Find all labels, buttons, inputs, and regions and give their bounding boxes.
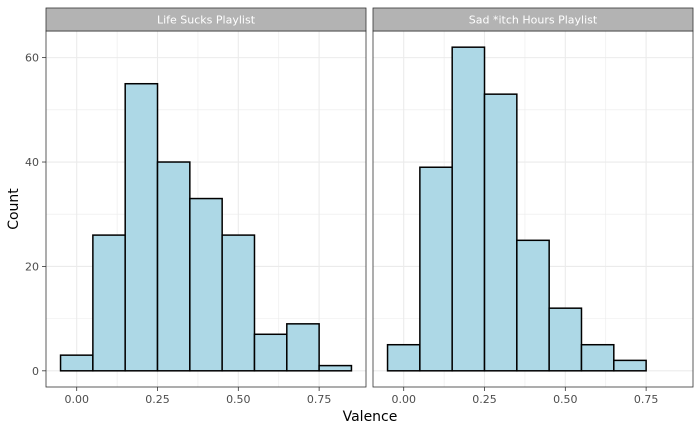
histogram-bar: [156, 161, 191, 372]
histogram-bar: [253, 333, 288, 372]
histogram-bar: [318, 364, 353, 372]
histogram-bar: [580, 343, 615, 372]
x-tick-label: 0.25: [472, 393, 497, 406]
x-tick-label: 0.00: [391, 393, 416, 406]
facet-panel-1: Life Sucks Playlist 0.00 0.25 0.50 0.75 0 20 40…: [25, 7, 367, 406]
histogram-bar: [483, 93, 518, 372]
histogram-bar: [92, 234, 126, 372]
x-tick-label: 0.25: [145, 393, 170, 406]
histogram-bar: [451, 46, 486, 372]
histogram-bar: [189, 197, 223, 372]
facet-strip-title: Sad *itch Hours Playlist: [469, 14, 598, 27]
facet-panels: Life Sucks Playlist 0.00 0.25 0.50 0.75 0 20 40…: [25, 7, 694, 406]
y-axis-title: Count: [6, 188, 22, 230]
x-tick-label: 0.75: [307, 393, 332, 406]
histogram-bar: [124, 82, 159, 372]
x-tick-label: 0.00: [64, 393, 89, 406]
facet-panel-2: Sad *itch Hours Playlist 0.00 0.25 0.50 0.75: [372, 7, 694, 406]
y-tick-label: 0: [32, 365, 39, 378]
x-tick-label: 0.50: [226, 393, 251, 406]
x-tick-label: 0.50: [553, 393, 578, 406]
y-tick-label: 60: [25, 52, 39, 65]
histogram-bar: [59, 354, 94, 372]
histogram-bar: [613, 359, 647, 372]
x-axis-title: Valence: [343, 409, 398, 425]
facet-strip: [372, 7, 694, 32]
x-tick-label: 0.75: [634, 393, 659, 406]
facet-strip-title: Life Sucks Playlist: [157, 14, 256, 27]
histogram-bar: [548, 307, 583, 372]
histogram-bar: [386, 343, 421, 372]
y-tick-label: 40: [25, 156, 39, 169]
histogram-bar: [286, 323, 320, 372]
y-tick-label: 20: [25, 260, 39, 273]
histogram-bar: [419, 166, 453, 372]
facet-strip: [45, 7, 367, 32]
histogram-bar: [516, 239, 550, 372]
histogram-bar: [221, 234, 256, 372]
